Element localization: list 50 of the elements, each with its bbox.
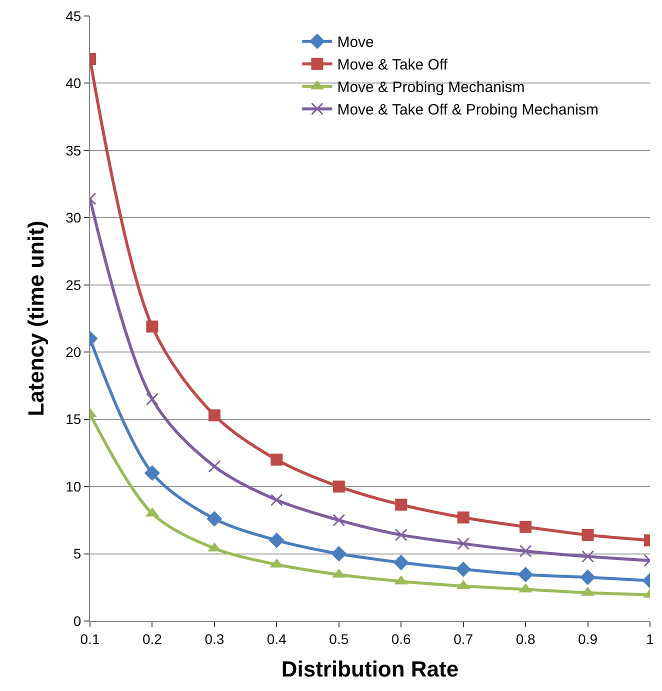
y-tick-label: 5 (73, 546, 82, 562)
point (520, 520, 532, 533)
point (208, 409, 220, 422)
legend-label: Move & Take Off & Probing Mechanism (337, 102, 598, 119)
y-tick-label: 0 (73, 612, 82, 629)
y-tick-label: 10 (66, 478, 82, 494)
y-tick-label: 40 (66, 75, 82, 92)
point (518, 566, 534, 582)
legend-label: Move & Take Off (337, 56, 448, 74)
x-tick-label: 1 (646, 630, 654, 647)
point (332, 480, 345, 493)
point (456, 561, 472, 578)
point (395, 498, 408, 511)
y-tick-label: 45 (66, 8, 82, 24)
point (393, 554, 409, 570)
point (144, 465, 160, 481)
point (457, 511, 470, 524)
point (580, 570, 596, 586)
point (332, 514, 346, 526)
point (270, 454, 283, 466)
point (208, 460, 221, 473)
x-tick-label: 0.4 (266, 630, 287, 647)
point (146, 320, 158, 333)
x-tick-label: 0.3 (204, 630, 224, 647)
point (394, 528, 408, 542)
point (206, 511, 222, 527)
point (331, 546, 347, 562)
x-tick-label: 0.2 (142, 630, 162, 647)
y-tick-label: 15 (66, 411, 82, 428)
x-tick-label: 0.7 (454, 630, 474, 647)
point (268, 532, 284, 548)
y-tick-label: 25 (66, 276, 82, 293)
legend-label: Move & Probing Mechanism (337, 79, 525, 96)
point (582, 550, 594, 563)
y-tick-label: 35 (66, 142, 82, 158)
point (270, 494, 283, 506)
point (519, 544, 532, 558)
x-tick-label: 0.5 (329, 630, 349, 647)
x-tick-label: 0.1 (80, 630, 100, 647)
point (457, 537, 470, 550)
legend-label: Move (337, 34, 374, 52)
y-axis-title: Latency (time unit) (23, 220, 48, 416)
point (582, 528, 594, 541)
point (146, 392, 158, 406)
y-tick-label: 30 (66, 210, 82, 226)
x-axis-title: Distribution Rate (281, 656, 459, 682)
y-tick-label: 20 (66, 344, 82, 360)
x-tick-label: 0.6 (391, 630, 412, 647)
x-tick-label: 0.8 (516, 630, 536, 647)
x-tick-label: 0.9 (578, 630, 598, 647)
